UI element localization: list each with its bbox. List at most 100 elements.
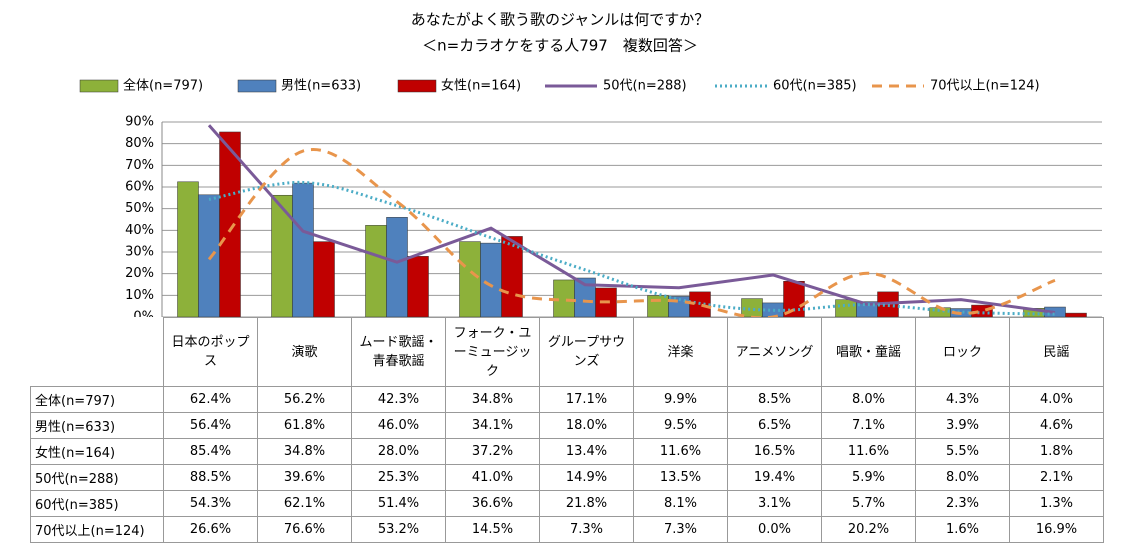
value-cell: 7.3% xyxy=(633,516,728,543)
value-cell: 37.2% xyxy=(445,438,540,465)
value-cell: 62.1% xyxy=(257,490,352,517)
value-cell: 54.3% xyxy=(163,490,258,517)
value-cell: 4.3% xyxy=(915,386,1010,413)
value-cell: 8.0% xyxy=(821,386,916,413)
line xyxy=(208,180,1056,316)
value-cell: 25.3% xyxy=(351,464,446,491)
bar xyxy=(762,302,784,317)
data-table: 日本のポップス 演歌 ムード歌謡・青春歌謡 フォーク・ユーミュージック グループサウンズ… xyxy=(30,317,1104,543)
value-cell: 8.1% xyxy=(633,490,728,517)
value-cell: 8.0% xyxy=(915,464,1010,491)
legend-swatch xyxy=(237,79,277,93)
value-cell: 13.5% xyxy=(633,464,728,491)
y-tick-label: 0% xyxy=(133,310,154,318)
y-tick-label: 50% xyxy=(125,201,154,216)
bar xyxy=(971,304,993,317)
value-cell: 16.5% xyxy=(727,438,822,465)
bar xyxy=(386,217,408,317)
value-cell: 9.5% xyxy=(633,412,728,439)
bar xyxy=(271,194,293,317)
y-tick-label: 90% xyxy=(125,115,154,130)
row-label: 50代(n=288) xyxy=(30,464,164,491)
y-tick-label: 60% xyxy=(125,180,154,195)
value-cell: 34.1% xyxy=(445,412,540,439)
value-cell: 7.1% xyxy=(821,412,916,439)
value-cell: 76.6% xyxy=(257,516,352,543)
legend-label: 男性(n=633) xyxy=(281,79,361,94)
category-label: 洋楽 xyxy=(633,317,728,387)
value-cell: 3.1% xyxy=(727,490,822,517)
y-tick-label: 80% xyxy=(125,136,154,151)
legend-label: 50代(n=288) xyxy=(603,79,687,94)
value-cell: 85.4% xyxy=(163,438,258,465)
value-cell: 39.6% xyxy=(257,464,352,491)
value-cell: 51.4% xyxy=(351,490,446,517)
value-cell: 16.9% xyxy=(1009,516,1104,543)
value-cell: 56.4% xyxy=(163,412,258,439)
table-row: 全体(n=797) 62.4% 56.2% 42.3% 34.8% 17.1% 9.9% 8.… xyxy=(30,386,1104,413)
value-cell: 20.2% xyxy=(821,516,916,543)
value-cell: 18.0% xyxy=(539,412,634,439)
value-cell: 19.4% xyxy=(727,464,822,491)
legend-label: 女性(n=164) xyxy=(441,78,521,94)
value-cell: 14.5% xyxy=(445,516,540,543)
table-row: 50代(n=288) 88.5% 39.6% 25.3% 41.0% 14.9% 13.5%… xyxy=(30,464,1104,491)
legend-label: 60代(n=385) xyxy=(773,79,857,94)
row-label: 全体(n=797) xyxy=(30,386,164,413)
table-row: 女性(n=164) 85.4% 34.8% 28.0% 37.2% 13.4% 11.6% 1… xyxy=(30,438,1104,465)
category-label: グループサウンズ xyxy=(539,317,634,387)
value-cell: 41.0% xyxy=(445,464,540,491)
row-label: 60代(n=385) xyxy=(30,490,164,517)
legend-label: 70代以上(n=124) xyxy=(930,79,1040,94)
value-cell: 34.8% xyxy=(445,386,540,413)
chart-subtitle: ＜n=カラオケをする人797 複数回答＞ xyxy=(422,37,698,55)
bar xyxy=(407,256,429,317)
value-cell: 9.9% xyxy=(633,386,728,413)
category-label: 演歌 xyxy=(257,317,352,387)
value-cell: 56.2% xyxy=(257,386,352,413)
value-cell: 26.6% xyxy=(163,516,258,543)
category-label: 民謡 xyxy=(1009,317,1104,387)
bar xyxy=(647,295,669,317)
value-cell: 1.3% xyxy=(1009,490,1104,517)
value-cell: 34.8% xyxy=(257,438,352,465)
corner xyxy=(31,318,164,387)
value-cell: 8.5% xyxy=(727,386,822,413)
value-cell: 17.1% xyxy=(539,386,634,413)
bar xyxy=(198,194,220,317)
legend-swatch xyxy=(79,79,119,93)
y-tick-label: 20% xyxy=(125,266,154,281)
value-cell: 11.6% xyxy=(633,438,728,465)
header-row: 日本のポップス 演歌 ムード歌謡・青春歌謡 フォーク・ユーミュージック グループサウンズ… xyxy=(31,317,1104,387)
y-tick-label: 10% xyxy=(125,288,154,303)
table-row: 60代(n=385) 54.3% 62.1% 51.4% 36.6% 21.8% 8.1% 3… xyxy=(30,490,1104,517)
table-row: 男性(n=633) 56.4% 61.8% 46.0% 34.1% 18.0% 9.5% 6.… xyxy=(30,412,1104,439)
value-cell: 2.3% xyxy=(915,490,1010,517)
value-cell: 5.9% xyxy=(821,464,916,491)
bar xyxy=(177,181,199,317)
category-label: 唱歌・童謡 xyxy=(821,317,916,387)
bar xyxy=(313,241,335,317)
category-label: アニメソング xyxy=(727,317,822,387)
value-cell: 13.4% xyxy=(539,438,634,465)
table-row: 70代以上(n=124) 26.6% 76.6% 53.2% 14.5% 7.3% 7.3%… xyxy=(30,516,1104,543)
value-cell: 61.8% xyxy=(257,412,352,439)
legend-label: 全体(n=797) xyxy=(123,78,203,94)
value-cell: 5.7% xyxy=(821,490,916,517)
y-tick-label: 30% xyxy=(125,245,154,260)
value-cell: 53.2% xyxy=(351,516,446,543)
value-cell: 6.5% xyxy=(727,412,822,439)
category-label: ムード歌謡・青春歌謡 xyxy=(351,317,446,387)
value-cell: 28.0% xyxy=(351,438,446,465)
value-cell: 36.6% xyxy=(445,490,540,517)
value-cell: 2.1% xyxy=(1009,464,1104,491)
bar xyxy=(501,236,523,317)
y-tick-label: 70% xyxy=(125,158,154,173)
value-cell: 1.6% xyxy=(915,516,1010,543)
value-cell: 5.5% xyxy=(915,438,1010,465)
y-tick-label: 40% xyxy=(125,223,154,238)
value-cell: 4.6% xyxy=(1009,412,1104,439)
value-cell: 21.8% xyxy=(539,490,634,517)
value-cell: 4.0% xyxy=(1009,386,1104,413)
